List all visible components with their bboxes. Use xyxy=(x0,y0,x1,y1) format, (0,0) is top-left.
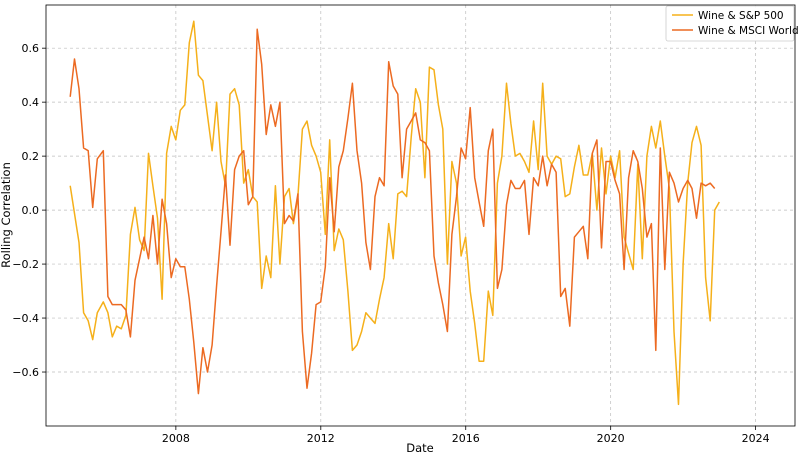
x-tick-label: 2008 xyxy=(162,432,190,445)
y-tick-label: 0.2 xyxy=(22,150,40,163)
y-axis-title: Rolling Correlation xyxy=(0,162,13,268)
x-tick-label: 2024 xyxy=(742,432,770,445)
y-axis-ticks: −0.6 −0.4 −0.2 0.0 0.2 0.4 0.6 xyxy=(12,42,46,379)
grid xyxy=(46,5,795,426)
x-tick-label: 2012 xyxy=(307,432,335,445)
x-tick-label: 2020 xyxy=(597,432,625,445)
x-axis-title: Date xyxy=(406,441,434,455)
y-tick-label: 0.0 xyxy=(22,204,40,217)
y-tick-label: −0.6 xyxy=(12,366,39,379)
y-tick-label: −0.2 xyxy=(12,258,39,271)
series-lines xyxy=(69,20,720,406)
y-tick-label: 0.4 xyxy=(22,96,40,109)
x-tick-label: 2016 xyxy=(452,432,480,445)
series-line-wine-sp500 xyxy=(69,20,720,406)
x-axis-ticks: 2008 2012 2016 2020 2024 xyxy=(162,426,770,445)
y-tick-label: 0.6 xyxy=(22,42,40,55)
legend-label-msci: Wine & MSCI World xyxy=(698,25,799,37)
series-line-wine-msci-world xyxy=(69,28,716,395)
legend-box xyxy=(665,5,795,42)
legend: Wine & S&P 500 Wine & MSCI World xyxy=(665,5,799,42)
legend-label-sp500: Wine & S&P 500 xyxy=(698,10,784,22)
plot-frame xyxy=(45,4,796,427)
y-tick-label: −0.4 xyxy=(12,312,39,325)
